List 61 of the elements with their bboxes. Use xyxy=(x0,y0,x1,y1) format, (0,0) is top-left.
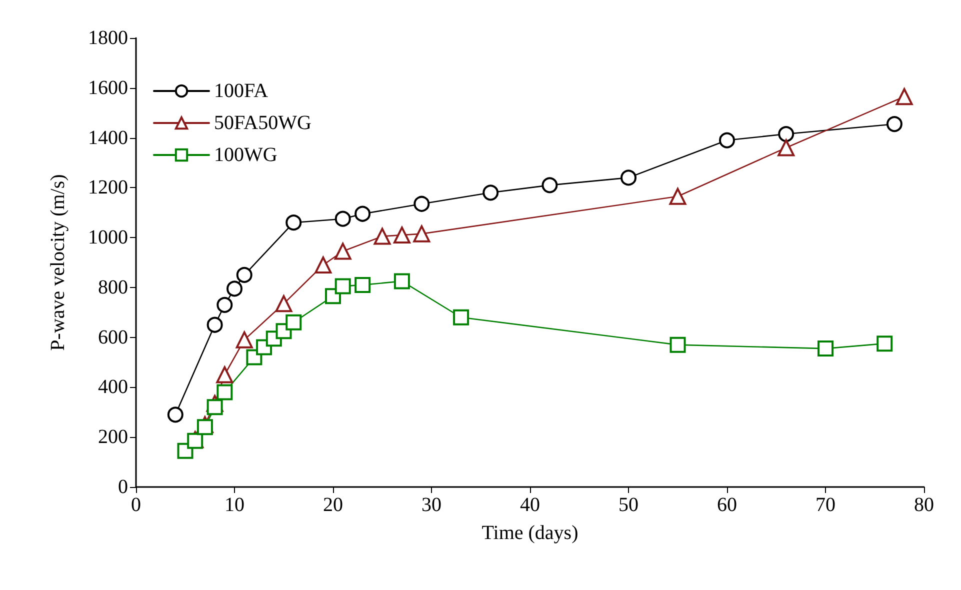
point xyxy=(669,188,686,205)
y-tick-label: 0 xyxy=(118,476,128,498)
point xyxy=(196,419,213,436)
point xyxy=(275,295,292,312)
point xyxy=(394,273,410,290)
point xyxy=(413,225,430,242)
x-tick-label: 50 xyxy=(618,494,638,516)
y-tick-label: 400 xyxy=(98,376,128,398)
legend-label: 100FA xyxy=(214,80,269,102)
point xyxy=(778,126,794,142)
y-tick-label: 600 xyxy=(98,326,128,348)
point xyxy=(206,399,223,416)
point xyxy=(236,266,252,283)
legend-label: 100WG xyxy=(214,144,278,166)
point xyxy=(226,280,242,297)
y-tick-label: 800 xyxy=(98,276,128,298)
legend-label: 50FA50WG xyxy=(214,112,312,134)
x-tick-label: 10 xyxy=(224,494,244,516)
point xyxy=(216,366,234,384)
point xyxy=(314,256,332,274)
y-tick-label: 1600 xyxy=(88,76,128,99)
x-tick-label: 30 xyxy=(422,494,442,516)
x-tick-label: 40 xyxy=(520,494,540,516)
x-tick-label: 80 xyxy=(914,494,934,516)
point xyxy=(374,228,391,245)
y-tick-label: 1800 xyxy=(88,27,128,49)
x-axis-title: Time (days) xyxy=(482,522,578,544)
point xyxy=(896,88,913,106)
y-tick-label: 1000 xyxy=(88,226,128,249)
point xyxy=(453,309,470,326)
y-axis-title: P-wave velocity (m/s) xyxy=(47,174,69,351)
point xyxy=(670,336,686,353)
point xyxy=(216,296,233,313)
point xyxy=(778,139,795,156)
point xyxy=(414,196,430,212)
point xyxy=(876,336,893,352)
point xyxy=(886,116,902,132)
point xyxy=(334,278,351,294)
point xyxy=(719,132,735,148)
point xyxy=(818,340,834,357)
point xyxy=(286,214,302,231)
y-tick-label: 200 xyxy=(98,426,128,448)
point xyxy=(354,276,371,293)
point xyxy=(236,331,253,348)
point xyxy=(206,316,223,333)
point xyxy=(542,177,558,194)
point xyxy=(187,432,204,449)
x-tick-label: 20 xyxy=(323,494,343,516)
point xyxy=(167,406,184,423)
y-tick-label: 1400 xyxy=(88,126,128,149)
point xyxy=(334,242,352,260)
point xyxy=(482,184,499,201)
point xyxy=(354,206,371,222)
point xyxy=(216,384,233,400)
y-tick-label: 1200 xyxy=(88,176,128,199)
point xyxy=(286,314,302,330)
point xyxy=(620,170,636,186)
point xyxy=(393,226,410,244)
x-tick-label: 70 xyxy=(816,494,836,516)
x-tick-label: 60 xyxy=(717,494,737,516)
point xyxy=(334,210,351,227)
